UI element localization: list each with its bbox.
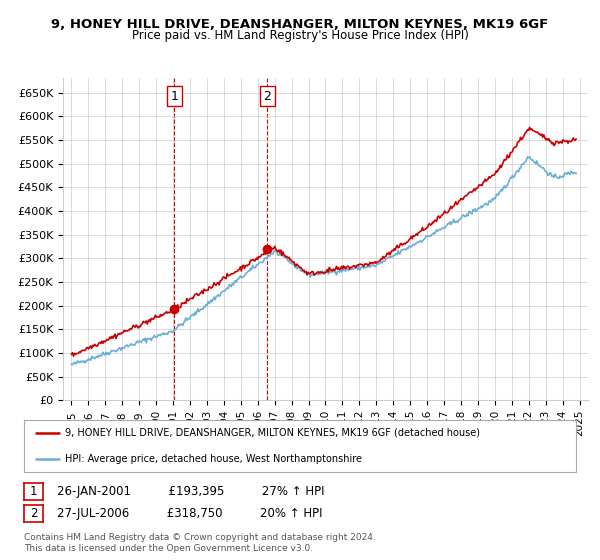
Text: 9, HONEY HILL DRIVE, DEANSHANGER, MILTON KEYNES, MK19 6GF (detached house): 9, HONEY HILL DRIVE, DEANSHANGER, MILTON… (65, 428, 481, 438)
Text: 9, HONEY HILL DRIVE, DEANSHANGER, MILTON KEYNES, MK19 6GF: 9, HONEY HILL DRIVE, DEANSHANGER, MILTON… (52, 18, 548, 31)
Text: Contains HM Land Registry data © Crown copyright and database right 2024.
This d: Contains HM Land Registry data © Crown c… (24, 533, 376, 553)
Text: 2: 2 (30, 507, 37, 520)
Text: 26-JAN-2001          £193,395          27% ↑ HPI: 26-JAN-2001 £193,395 27% ↑ HPI (57, 485, 325, 498)
Text: Price paid vs. HM Land Registry's House Price Index (HPI): Price paid vs. HM Land Registry's House … (131, 29, 469, 42)
Text: 27-JUL-2006          £318,750          20% ↑ HPI: 27-JUL-2006 £318,750 20% ↑ HPI (57, 507, 323, 520)
Text: 1: 1 (170, 90, 178, 102)
Text: HPI: Average price, detached house, West Northamptonshire: HPI: Average price, detached house, West… (65, 454, 362, 464)
Text: 1: 1 (30, 485, 37, 498)
Text: 2: 2 (263, 90, 271, 102)
